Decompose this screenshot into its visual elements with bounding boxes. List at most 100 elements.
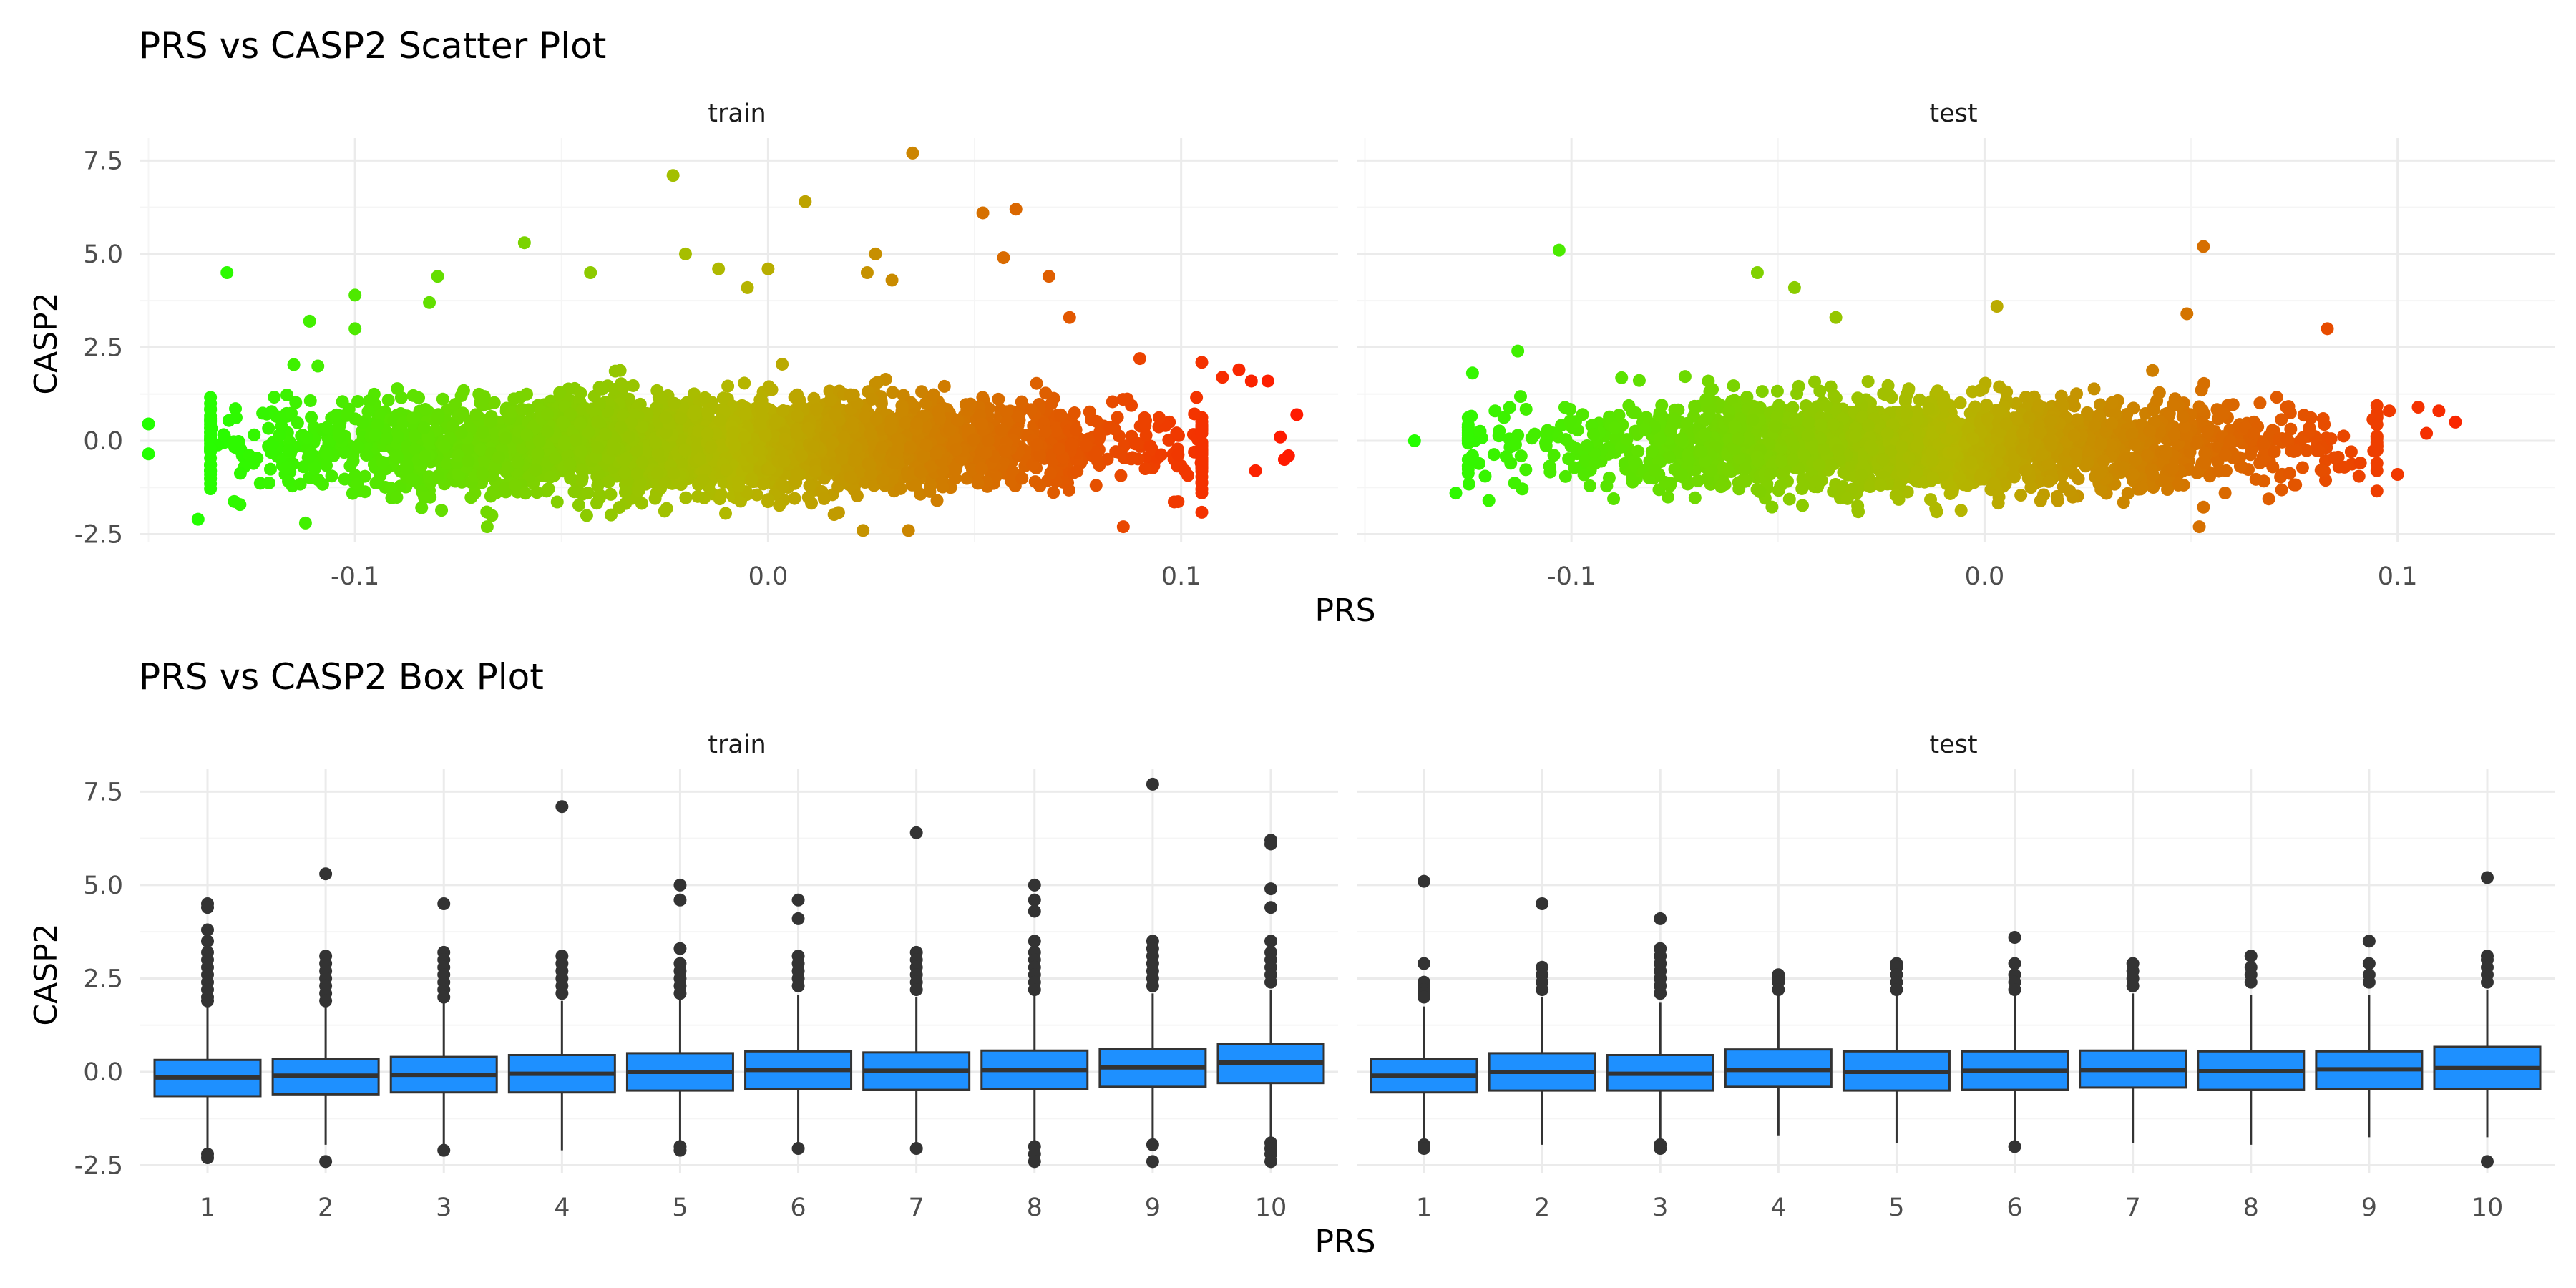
scatter-point — [1024, 403, 1038, 416]
scatter-chart: PRS vs CASP2 Scatter Plot train -2.50.02… — [28, 25, 2555, 629]
scatter-point — [390, 491, 404, 504]
scatter-point — [1765, 500, 1779, 514]
scatter-point — [1813, 384, 1827, 398]
scatter-point — [217, 428, 230, 441]
scatter-point — [679, 491, 693, 504]
scatter-point — [1195, 426, 1209, 440]
scatter-point — [776, 357, 789, 371]
scatter-point — [650, 467, 664, 480]
scatter-point — [738, 430, 751, 444]
scatter-point — [515, 403, 529, 416]
scatter-point — [1139, 429, 1153, 442]
scatter-point — [666, 169, 680, 182]
scatter-point — [303, 394, 317, 407]
scatter-point — [262, 476, 275, 489]
scatter-point — [449, 398, 462, 411]
scatter-point — [400, 458, 414, 472]
scatter-point — [1170, 426, 1184, 440]
scatter-point — [511, 456, 525, 469]
scatter-point — [298, 516, 312, 530]
scatter-point-cloud — [1461, 364, 2384, 519]
scatter-point — [2296, 461, 2309, 474]
scatter-point — [869, 247, 882, 260]
scatter-point — [919, 396, 932, 410]
scatter-point — [2337, 429, 2351, 443]
scatter-point — [376, 455, 389, 469]
scatter-point — [505, 405, 519, 419]
scatter-point — [2262, 492, 2275, 506]
scatter-point — [887, 456, 900, 469]
scatter-point — [1063, 311, 1076, 324]
scatter-point — [778, 432, 791, 446]
scatter-point — [630, 467, 644, 480]
scatter-point — [1116, 520, 1130, 534]
scatter-point — [1232, 363, 1246, 376]
scatter-point — [452, 468, 466, 482]
scatter-y-tick-label: 2.5 — [83, 333, 123, 362]
scatter-point — [1015, 395, 1028, 409]
scatter-point — [406, 472, 419, 486]
scatter-point — [618, 466, 632, 479]
scatter-point — [865, 392, 879, 406]
scatter-point — [1519, 463, 1533, 477]
scatter-point — [721, 379, 735, 393]
scatter-point — [824, 393, 837, 406]
scatter-point — [949, 443, 962, 457]
scatter-point — [431, 270, 444, 283]
scatter-point — [351, 395, 364, 409]
scatter-point — [1462, 477, 1475, 491]
scatter-point — [142, 447, 155, 461]
scatter-point — [509, 479, 522, 492]
scatter-point — [415, 501, 429, 514]
scatter-point — [285, 406, 298, 420]
scatter-point — [308, 462, 322, 475]
scatter-point — [2352, 469, 2366, 483]
scatter-point — [654, 391, 668, 405]
scatter-point — [574, 386, 587, 400]
scatter-point — [884, 422, 897, 436]
scatter-point — [741, 443, 754, 457]
scatter-point — [2218, 486, 2232, 499]
scatter-point — [971, 477, 985, 490]
scatter-point — [575, 445, 588, 459]
scatter-point — [348, 288, 362, 302]
scatter-point — [622, 430, 635, 444]
scatter-point — [541, 425, 555, 439]
scatter-point — [885, 273, 899, 287]
scatter-point — [752, 444, 766, 458]
scatter-point — [374, 409, 388, 422]
scatter-point — [1090, 414, 1103, 428]
scatter-point — [1011, 409, 1025, 423]
scatter-point — [204, 421, 218, 434]
scatter-point — [2117, 496, 2130, 509]
scatter-point — [857, 524, 870, 537]
scatter-point — [698, 391, 712, 404]
scatter-point — [480, 505, 494, 519]
scatter-point — [995, 423, 1008, 436]
scatter-point — [1130, 437, 1143, 451]
scatter-point — [280, 388, 294, 401]
scatter-point — [618, 454, 631, 467]
scatter-point — [330, 408, 343, 421]
scatter-point — [379, 431, 393, 445]
scatter-point — [801, 421, 815, 435]
scatter-point — [409, 443, 422, 457]
scatter-point — [613, 501, 626, 514]
scatter-point — [827, 508, 841, 522]
scatter-point — [1042, 270, 1055, 283]
scatter-point — [1030, 438, 1044, 452]
scatter-point — [268, 391, 281, 404]
scatter-point — [1195, 486, 1209, 499]
scatter-point — [233, 498, 247, 512]
scatter-point — [248, 428, 261, 441]
scatter-point — [757, 477, 771, 491]
scatter-point — [1195, 356, 1209, 369]
scatter-point — [1980, 399, 1994, 412]
scatter-point — [351, 441, 365, 454]
scatter-point — [396, 416, 410, 429]
scatter-point — [795, 449, 809, 462]
scatter-point — [738, 407, 752, 421]
scatter-point — [923, 484, 937, 498]
scatter-point — [351, 477, 364, 491]
scatter-point — [303, 314, 316, 328]
